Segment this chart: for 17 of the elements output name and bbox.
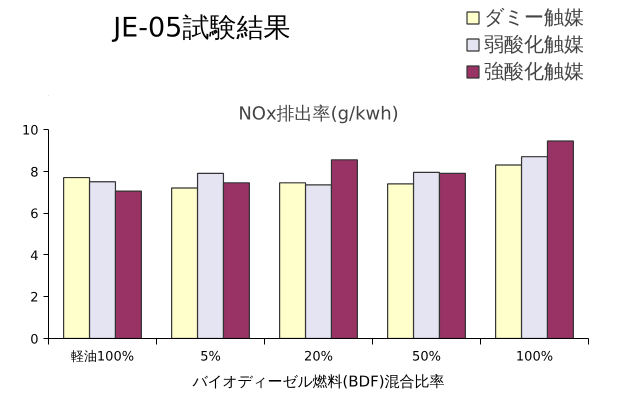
x-tick-label: 20% xyxy=(304,350,333,364)
chart-subtitle: NOx排出率(g/kwh) xyxy=(238,104,399,124)
legend-label: 弱酸化触媒 xyxy=(484,31,584,58)
x-tick-label: 軽油100% xyxy=(70,350,134,364)
chart-title: JE-05試験結果 xyxy=(111,12,290,44)
x-tick-label: 5% xyxy=(200,350,221,364)
y-tick-label: 4 xyxy=(30,248,39,264)
x-tick-label: 50% xyxy=(412,350,441,364)
y-tick-label: 6 xyxy=(30,207,39,222)
legend-label: ダミー触媒 xyxy=(484,4,584,31)
x-tick-label: 100% xyxy=(516,350,554,364)
legend-label: 強酸化触媒 xyxy=(484,58,584,85)
x-axis-title: バイオディーゼル燃料(BDF)混合比率 xyxy=(191,372,445,390)
y-tick-label: 0 xyxy=(30,332,39,348)
y-tick-label: 10 xyxy=(22,124,39,138)
y-tick-label: 8 xyxy=(30,165,39,180)
y-tick-label: 2 xyxy=(30,290,39,306)
